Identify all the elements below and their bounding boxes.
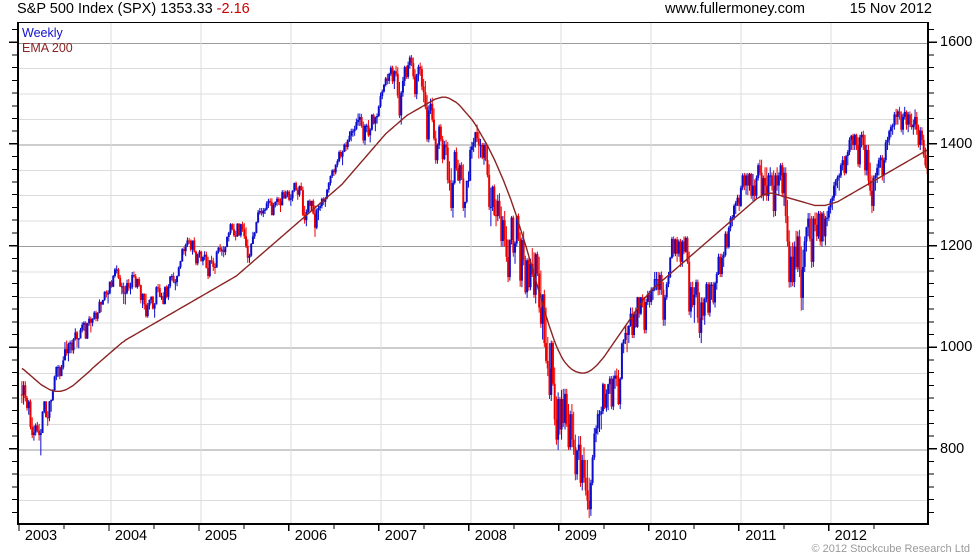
- website-label: www.fullermoney.com: [665, 1, 805, 17]
- last-price: 1353.33: [160, 1, 213, 17]
- legend-item-ema200: EMA 200: [22, 41, 73, 55]
- copyright-notice: © 2012 Stockcube Research Ltd: [811, 543, 970, 555]
- y-axis-label: 800: [940, 440, 965, 457]
- grid-lines: [19, 23, 927, 523]
- x-axis-label: 2007: [384, 528, 418, 544]
- y-axis-label: 1000: [940, 339, 973, 356]
- x-axis-label: 2009: [564, 528, 597, 544]
- legend-item-weekly: Weekly: [22, 26, 63, 40]
- x-axis-label: 2006: [294, 528, 328, 544]
- chart-legend: Weekly EMA 200: [22, 26, 73, 56]
- x-axis-label: 2003: [24, 528, 58, 544]
- y-axis-label: 1200: [940, 237, 973, 254]
- page-title: S&P 500 Index (SPX) 1353.33 -2.16: [17, 1, 250, 17]
- x-axis-label: 2004: [114, 528, 148, 544]
- price-change: -2.16: [216, 1, 250, 17]
- y-axis-label: 1400: [940, 135, 973, 152]
- x-axis-label: 2005: [204, 528, 238, 544]
- price-series: [20, 55, 927, 518]
- chart-header: S&P 500 Index (SPX) 1353.33 -2.16 www.fu…: [0, 0, 980, 22]
- x-axis-label: 2011: [745, 528, 777, 544]
- chart-date: 15 Nov 2012: [849, 1, 932, 17]
- y-axis-label: 1600: [940, 34, 973, 51]
- x-axis-label: 2008: [474, 528, 508, 544]
- x-axis-label: 2010: [654, 528, 687, 544]
- x-axis-label: 2012: [834, 528, 867, 544]
- instrument-name: S&P 500 Index (SPX): [17, 1, 157, 17]
- plot-area: [17, 22, 929, 525]
